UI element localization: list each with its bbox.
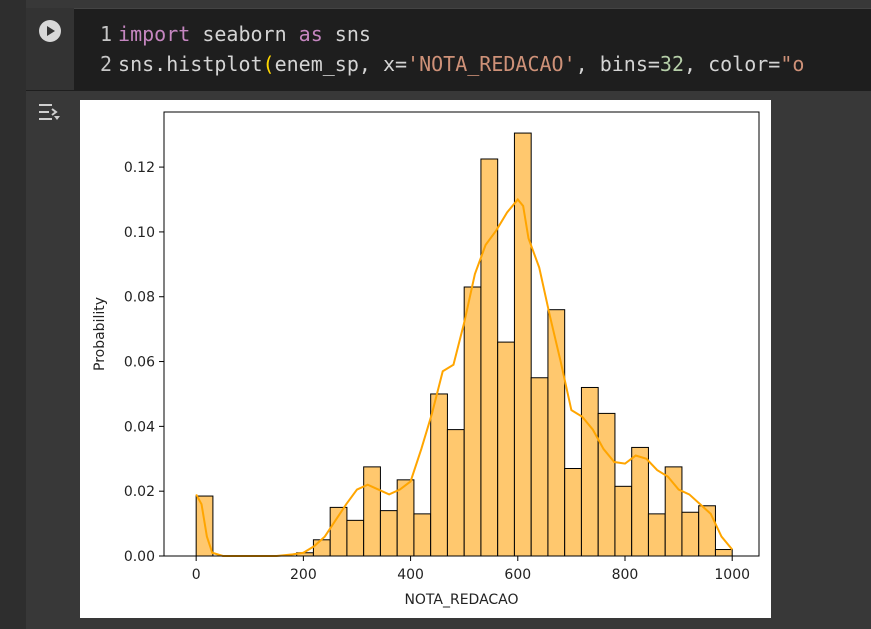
histogram-bar <box>396 479 415 557</box>
code-token: as <box>298 22 323 46</box>
histogram-bar <box>631 446 649 557</box>
code-token: "o <box>780 52 805 76</box>
x-tick-label: 800 <box>612 567 639 583</box>
code-token: seaborn <box>190 22 299 46</box>
code-token: , color= <box>684 52 781 76</box>
histogram-bar <box>714 549 733 557</box>
histogram-bar <box>580 386 599 557</box>
histogram-bar <box>430 393 448 557</box>
code-token: ( <box>262 52 275 76</box>
y-tick-label: 0.06 <box>124 355 155 371</box>
histogram-bar <box>346 519 365 557</box>
x-tick-label: 1000 <box>714 567 750 583</box>
line-number: 1 <box>100 22 113 46</box>
y-tick-label: 0.02 <box>124 484 155 500</box>
output-area: 0 200 400 600 800 1000 0.00 0.02 0.04 0.06 0.08 0.… <box>80 100 771 618</box>
histogram-chart: 0 200 400 600 800 1000 0.00 0.02 0.04 0.06 0.08 0.… <box>92 111 760 608</box>
histogram-bar <box>647 513 666 557</box>
code-line[interactable]: 2 sns.histplot(enem_sp, x='NOTA_REDACAO',… <box>100 52 804 76</box>
histogram-bar <box>681 511 700 557</box>
code-editor[interactable] <box>26 8 871 91</box>
code-token: , bins= <box>575 52 660 76</box>
x-tick-label: 0 <box>192 567 201 583</box>
axes-frame <box>163 111 760 557</box>
code-token: 'NOTA_REDACAO' <box>407 52 576 76</box>
histogram-bar <box>564 467 582 557</box>
histogram-bar <box>312 539 331 557</box>
code-line[interactable]: 1 import seaborn as sns <box>100 22 371 46</box>
histogram-bar <box>664 466 683 557</box>
y-tick-label: 0.08 <box>124 290 155 306</box>
x-axis-label: NOTA_REDACAO <box>404 592 518 608</box>
histogram-bar <box>614 485 633 557</box>
histogram-bar <box>698 505 716 557</box>
code-token: sns.histplot <box>118 52 263 76</box>
x-tick-label: 200 <box>290 567 317 583</box>
histogram-bar <box>379 510 398 557</box>
histogram-bar <box>446 429 465 557</box>
histogram-bar <box>413 513 432 557</box>
y-axis-label: Probability <box>92 297 108 371</box>
x-tick-label: 400 <box>397 567 424 583</box>
histogram-bar <box>513 132 532 557</box>
x-tick-label: 600 <box>504 567 531 583</box>
y-tick-label: 0.12 <box>124 160 155 176</box>
histogram-bar <box>530 377 549 557</box>
histogram-bar <box>597 412 616 557</box>
histogram-bar <box>363 466 381 557</box>
kde-line <box>195 197 733 557</box>
histogram-bar <box>497 341 515 557</box>
left-gutter <box>0 0 26 629</box>
run-cell-button[interactable] <box>39 20 61 42</box>
y-tick-label: 0.04 <box>124 419 155 435</box>
code-token: enem_sp, x= <box>274 52 408 76</box>
histogram-bar <box>463 286 482 557</box>
y-tick-label: 0.00 <box>124 549 155 565</box>
code-token: import <box>118 22 191 46</box>
output-toggle-icon[interactable] <box>36 101 62 123</box>
line-number: 2 <box>100 52 113 76</box>
code-token: 32 <box>659 52 685 76</box>
y-tick-label: 0.10 <box>124 225 155 241</box>
code-token: sns <box>322 22 371 46</box>
histogram-bar <box>480 158 499 557</box>
